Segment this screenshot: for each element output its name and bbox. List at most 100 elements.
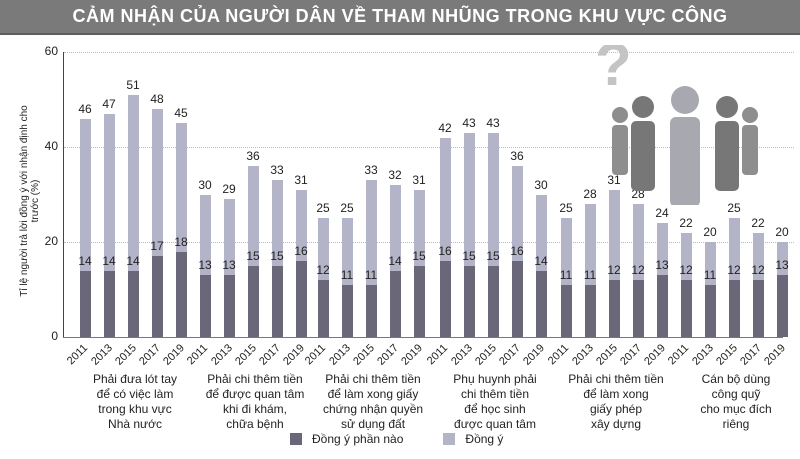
bar-agree xyxy=(512,166,523,337)
bar-agree xyxy=(200,194,211,337)
bar-partial-agree xyxy=(366,284,377,337)
value-label-total: 25 xyxy=(559,201,573,216)
bar-agree xyxy=(152,109,163,337)
bar-partial-agree xyxy=(342,284,353,337)
value-label-partial: 16 xyxy=(438,244,452,258)
value-label-total: 20 xyxy=(703,225,717,239)
bar-agree xyxy=(488,132,499,337)
legend: Đồng ý phần nào Đồng ý xyxy=(290,432,503,446)
bar-partial-agree xyxy=(464,265,475,337)
x-tick-year: 2011 xyxy=(184,342,211,368)
x-tick-year: 2015 xyxy=(473,342,499,368)
value-label-total: 31 xyxy=(294,172,308,187)
bar-partial-agree xyxy=(729,280,740,337)
gridline xyxy=(64,52,794,53)
x-tick-year: 2011 xyxy=(64,342,91,368)
bar-agree xyxy=(464,132,475,337)
legend-item-partial: Đồng ý phần nào xyxy=(290,432,403,446)
x-tick-year: 2013 xyxy=(209,342,235,368)
x-axis xyxy=(63,337,783,338)
value-label-total: 48 xyxy=(150,92,164,106)
value-label-partial: 11 xyxy=(364,267,378,282)
value-label-partial: 13 xyxy=(222,258,236,273)
x-tick-year: 2013 xyxy=(327,342,353,368)
x-tick-year: 2015 xyxy=(113,342,139,368)
bar-agree xyxy=(248,166,259,337)
value-label-total: 47 xyxy=(102,96,116,111)
people-illustration-icon: ?? xyxy=(585,45,758,205)
bar-partial-agree xyxy=(681,280,692,337)
value-label-partial: 15 xyxy=(412,248,426,263)
value-label-total: 51 xyxy=(126,77,140,92)
value-label-total: 25 xyxy=(340,201,354,216)
legend-swatch-partial xyxy=(290,433,302,445)
value-label-total: 43 xyxy=(486,115,500,130)
bar-agree xyxy=(633,204,644,337)
value-label-total: 36 xyxy=(246,149,260,163)
bar-agree xyxy=(440,137,451,337)
value-label-total: 32 xyxy=(388,168,402,182)
x-tick-year: 2015 xyxy=(594,342,620,368)
bar-partial-agree xyxy=(561,284,572,337)
bar-agree xyxy=(104,113,115,337)
bar-agree xyxy=(536,194,547,337)
x-tick-year: 2017 xyxy=(618,342,644,368)
category-label: Phải đưa lót tay để có việc làm trong kh… xyxy=(92,372,178,431)
x-tick-year: 2015 xyxy=(714,342,740,368)
value-label-total: 25 xyxy=(727,201,741,216)
value-label-total: 30 xyxy=(534,177,548,192)
value-label-total: 29 xyxy=(222,182,236,197)
x-tick-year: 2013 xyxy=(570,342,596,368)
bar-partial-agree xyxy=(609,280,620,337)
x-tick-year: 2011 xyxy=(424,342,451,368)
bar-partial-agree xyxy=(80,270,91,337)
x-tick-year: 2019 xyxy=(161,342,187,368)
value-label-partial: 15 xyxy=(486,248,500,263)
x-tick-year: 2019 xyxy=(762,342,788,368)
bar-agree xyxy=(80,118,91,337)
svg-text:?: ? xyxy=(595,45,632,98)
x-tick-year: 2019 xyxy=(399,342,425,368)
bar-partial-agree xyxy=(753,280,764,337)
value-label-partial: 12 xyxy=(316,263,330,277)
y-axis-title: Tỉ lệ người trả lời đồng ý với nhận định… xyxy=(19,105,41,297)
value-label-total: 30 xyxy=(198,177,212,192)
bar-partial-agree xyxy=(657,275,668,337)
bar-agree xyxy=(176,123,187,337)
bar-agree xyxy=(585,204,596,337)
value-label-partial: 11 xyxy=(340,267,354,282)
legend-swatch-agree xyxy=(443,433,456,445)
bar-partial-agree xyxy=(296,261,307,337)
value-label-partial: 13 xyxy=(198,258,212,273)
x-tick-year: 2019 xyxy=(642,342,668,368)
bar-partial-agree xyxy=(777,275,788,337)
legend-label: Đồng ý xyxy=(465,432,504,446)
value-label-partial: 16 xyxy=(510,244,524,258)
bar-agree xyxy=(729,218,740,337)
value-label-partial: 13 xyxy=(775,258,789,273)
x-tick-year: 2011 xyxy=(302,342,329,368)
value-label-partial: 14 xyxy=(78,253,92,268)
bar-partial-agree xyxy=(633,280,644,337)
category-label: Cán bộ dùng công quỹ cho mục đích riêng xyxy=(700,372,772,431)
value-label-partial: 11 xyxy=(703,267,717,282)
bar-agree xyxy=(366,180,377,337)
value-label-partial: 13 xyxy=(655,258,669,273)
bar-partial-agree xyxy=(488,265,499,337)
bar-partial-agree xyxy=(318,280,329,337)
value-label-partial: 12 xyxy=(727,263,741,277)
bar-partial-agree xyxy=(536,270,547,337)
svg-text:?: ? xyxy=(585,45,588,120)
value-label-partial: 11 xyxy=(559,267,573,282)
x-tick-year: 2017 xyxy=(257,342,283,368)
value-label-total: 22 xyxy=(751,215,765,230)
value-label-partial: 17 xyxy=(150,239,164,254)
value-label-total: 31 xyxy=(412,172,426,187)
value-label-total: 20 xyxy=(775,225,789,239)
category-label: Phải chi thêm tiền để làm xong giấy chứn… xyxy=(322,372,424,431)
value-label-total: 33 xyxy=(270,163,284,178)
x-tick-year: 2019 xyxy=(521,342,547,368)
y-tick-label: 40 xyxy=(44,139,58,153)
bar-agree xyxy=(561,218,572,337)
bar-partial-agree xyxy=(200,275,211,337)
